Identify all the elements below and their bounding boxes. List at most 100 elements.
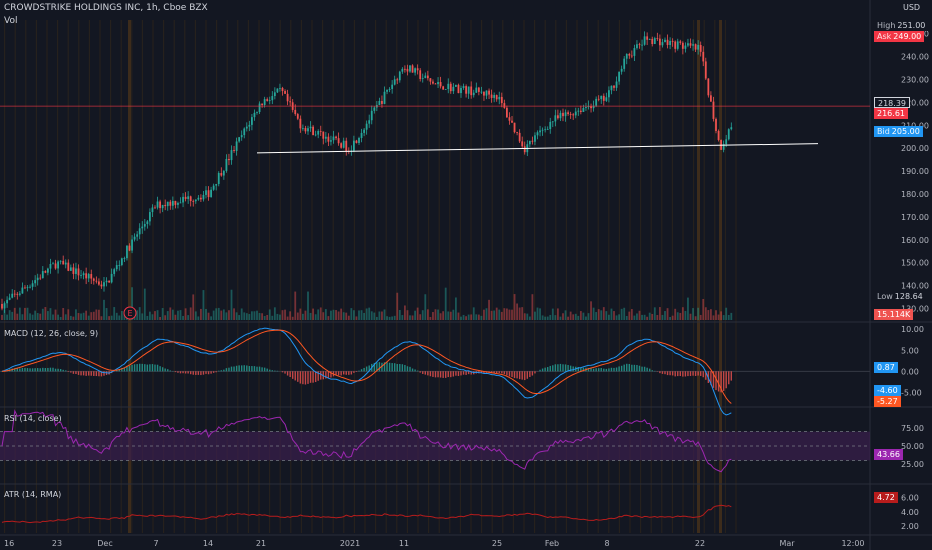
macd-hist-bar bbox=[93, 371, 95, 376]
candle-body bbox=[365, 123, 368, 130]
session-stripe bbox=[470, 20, 472, 533]
volume-bar bbox=[373, 312, 376, 320]
volume-bar bbox=[39, 313, 42, 320]
volume-bar bbox=[559, 316, 562, 320]
price-tick-label: 160.00 bbox=[901, 236, 929, 245]
candle-body bbox=[539, 130, 541, 133]
volume-bar bbox=[587, 313, 590, 320]
volume-bar bbox=[337, 311, 340, 320]
macd-hist-bar bbox=[613, 367, 615, 372]
macd-hist-bar bbox=[434, 371, 437, 378]
volume-bar bbox=[615, 315, 618, 320]
rsi-line bbox=[1, 409, 732, 473]
volume-bar bbox=[659, 307, 661, 320]
candle-body bbox=[419, 70, 422, 79]
macd-hist-bar bbox=[67, 371, 69, 372]
session-stripe bbox=[481, 20, 483, 533]
candle-body bbox=[704, 61, 707, 79]
candle-body bbox=[368, 120, 371, 124]
macd-hist-bar bbox=[103, 371, 105, 376]
candle-body bbox=[263, 99, 266, 105]
candle-body bbox=[174, 200, 177, 205]
volume-bar bbox=[602, 307, 605, 320]
macd-hist-bar bbox=[21, 367, 24, 372]
volume-bar bbox=[727, 314, 730, 320]
macd-hist-bar bbox=[136, 364, 138, 372]
volume-bar bbox=[253, 311, 256, 320]
macd-hist-bar bbox=[207, 371, 210, 375]
candle-body bbox=[602, 95, 605, 101]
macd-hist-bar bbox=[677, 371, 679, 377]
volume-bar bbox=[393, 315, 396, 320]
macd-hist-bar bbox=[85, 371, 87, 376]
macd-hist-bar bbox=[457, 371, 460, 376]
candle-body bbox=[85, 273, 88, 279]
macd-hist-bar bbox=[299, 371, 302, 384]
macd-hist-bar bbox=[730, 371, 732, 381]
macd-hist-bar bbox=[133, 364, 136, 372]
candle-body bbox=[536, 132, 539, 136]
candle-body bbox=[302, 128, 304, 129]
candle-body bbox=[485, 90, 488, 96]
candle-body bbox=[177, 202, 179, 205]
volume-bar bbox=[702, 298, 705, 320]
volume-bar bbox=[577, 315, 580, 320]
candle-body bbox=[697, 44, 700, 50]
candle-body bbox=[702, 51, 705, 62]
macd-hist-bar bbox=[521, 371, 523, 380]
candle-body bbox=[220, 173, 223, 176]
candle-body bbox=[18, 293, 21, 295]
candle-body bbox=[184, 196, 187, 199]
volume-bar bbox=[174, 314, 177, 320]
macd-hist-bar bbox=[582, 367, 585, 372]
macd-hist-tag: 0.87 bbox=[874, 362, 898, 373]
session-stripe bbox=[35, 20, 37, 533]
candle-body bbox=[549, 121, 552, 130]
macd-hist-bar bbox=[684, 371, 687, 377]
candle-body bbox=[585, 107, 587, 109]
session-stripe bbox=[216, 20, 218, 533]
volume-bar bbox=[273, 307, 276, 320]
candle-body bbox=[444, 88, 447, 90]
macd-hist-bar bbox=[572, 366, 574, 372]
candle-body bbox=[613, 85, 615, 88]
volume-bar bbox=[182, 315, 184, 320]
volume-bar bbox=[692, 308, 694, 320]
volume-bar bbox=[92, 311, 95, 320]
candle-body bbox=[699, 44, 702, 52]
price-tick-label: 150.00 bbox=[901, 259, 929, 268]
volume-bar bbox=[444, 287, 447, 320]
candle-body bbox=[340, 143, 343, 148]
volume-bar bbox=[694, 316, 697, 320]
price-tick-label: 180.00 bbox=[901, 190, 929, 199]
macd-hist-bar bbox=[702, 371, 704, 378]
macd-hist-bar bbox=[508, 371, 511, 377]
candle-body bbox=[24, 287, 26, 289]
candle-body bbox=[439, 82, 442, 87]
macd-hist-bar bbox=[149, 364, 151, 372]
candle-body bbox=[253, 112, 256, 118]
candle-body bbox=[222, 170, 225, 176]
volume-bar bbox=[263, 316, 266, 320]
volume-bar bbox=[506, 308, 508, 320]
macd-hist-bar bbox=[246, 365, 248, 372]
volume-label: Vol bbox=[4, 16, 18, 26]
macd-hist-bar bbox=[689, 371, 692, 376]
macd-hist-bar bbox=[493, 371, 495, 373]
macd-hist-bar bbox=[559, 363, 562, 372]
volume-bar bbox=[447, 311, 450, 320]
candle-body bbox=[725, 139, 728, 145]
volume-bar bbox=[164, 315, 167, 320]
macd-hist-bar bbox=[659, 371, 661, 374]
volume-bar bbox=[414, 310, 416, 320]
volume-bar bbox=[477, 314, 480, 320]
macd-hist-bar bbox=[146, 364, 149, 372]
candle-body bbox=[623, 58, 626, 69]
candle-body bbox=[34, 280, 37, 284]
macd-hist-bar bbox=[694, 371, 697, 377]
macd-hist-bar bbox=[363, 367, 365, 372]
session-stripe bbox=[120, 20, 122, 533]
volume-bar bbox=[210, 316, 212, 320]
candle-body bbox=[684, 45, 687, 49]
